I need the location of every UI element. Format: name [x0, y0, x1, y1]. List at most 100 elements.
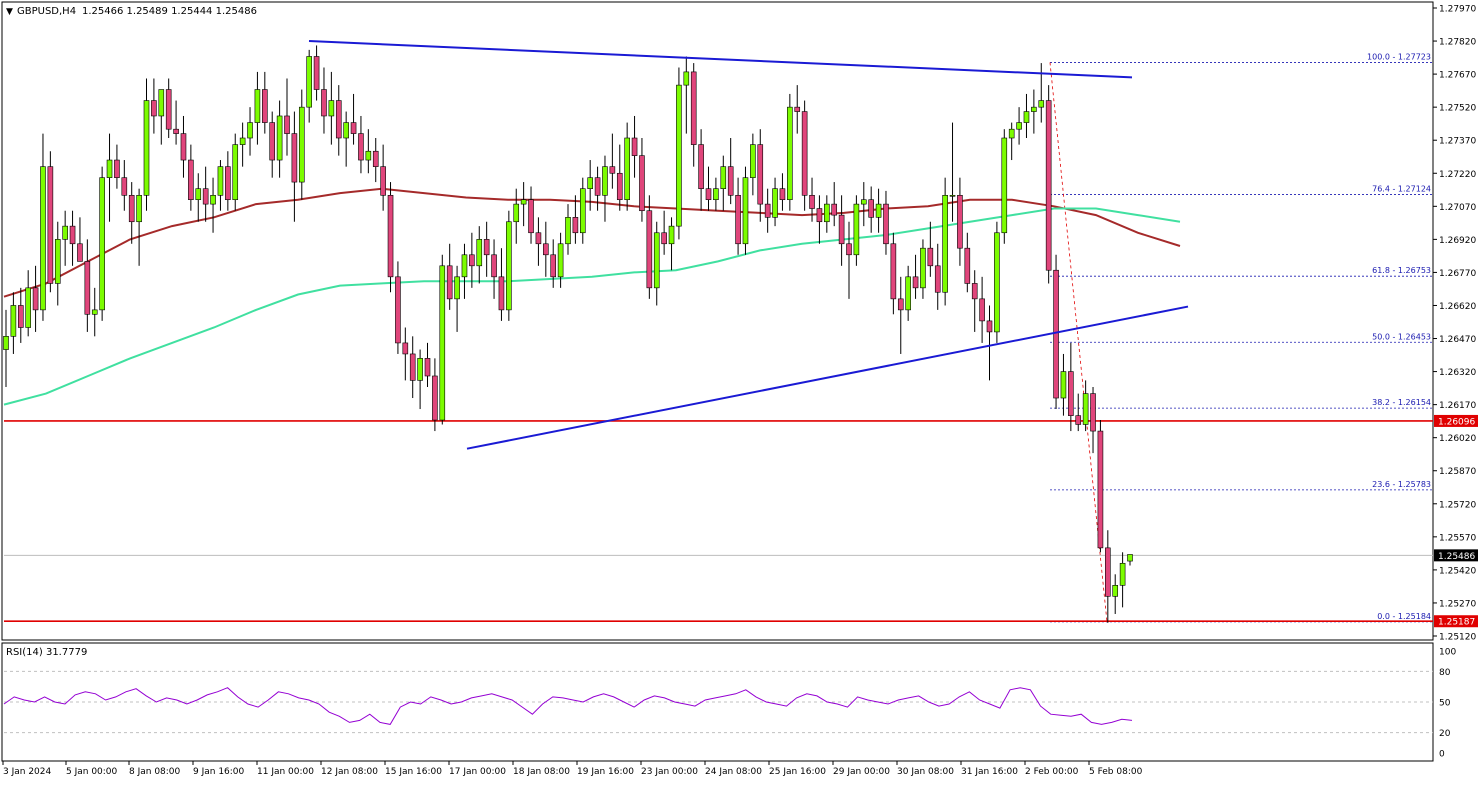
- price-tick-label: 1.26770: [1439, 269, 1476, 279]
- candle-body: [676, 84, 682, 227]
- candle-body: [690, 71, 697, 145]
- candle-body: [506, 221, 512, 311]
- candle-body: [1008, 128, 1015, 139]
- candle-body: [1053, 269, 1059, 399]
- resistance-trendline[interactable]: [308, 40, 1133, 79]
- candle-body: [964, 247, 971, 284]
- candle-body: [291, 133, 298, 183]
- time-tick-label: 15 Jan 16:00: [385, 767, 442, 777]
- time-tick-label: 17 Jan 00:00: [449, 767, 506, 777]
- candle-body: [1097, 430, 1104, 549]
- candle-body: [3, 336, 9, 350]
- candle-body: [84, 261, 91, 315]
- candle-body: [920, 247, 926, 289]
- support-low-box: [1434, 615, 1478, 628]
- fibonacci-retracement[interactable]: 100.0 - 1.27723 76.4 - 1.27124 61.8 - 1.26…: [1049, 52, 1433, 623]
- candle-body: [476, 239, 483, 267]
- candle-body: [69, 225, 76, 245]
- candle-body: [180, 133, 187, 161]
- candlesticks: [3, 45, 1133, 623]
- candle-body: [875, 203, 882, 218]
- candle-body: [860, 199, 867, 205]
- candle-body: [1075, 415, 1082, 425]
- price-tick-label: 1.27970: [1439, 5, 1476, 15]
- candle-body: [239, 137, 246, 145]
- time-tick-label: 24 Jan 08:00: [705, 767, 762, 777]
- candle-body: [624, 137, 630, 201]
- ma-slow-line: [3, 187, 1181, 298]
- candle-body: [587, 177, 593, 189]
- time-tick-label: 18 Jan 08:00: [513, 767, 570, 777]
- candle-body: [779, 188, 786, 201]
- time-tick-label: 5 Feb 08:00: [1089, 767, 1143, 777]
- candle-body: [942, 194, 948, 293]
- candle-body: [653, 232, 660, 289]
- candle-body: [424, 358, 431, 377]
- price-tick-label: 1.26020: [1439, 434, 1476, 444]
- candle-body: [498, 276, 505, 311]
- candle-body: [387, 194, 394, 278]
- candle-body: [602, 166, 608, 196]
- candle-body: [343, 122, 349, 139]
- fib-diagonal-line[interactable]: [1049, 62, 1108, 622]
- candle-body: [1082, 393, 1089, 425]
- candle-body: [25, 287, 31, 328]
- candle-body: [1038, 100, 1045, 108]
- candle-body: [298, 106, 305, 183]
- candle-body: [698, 144, 704, 189]
- time-tick-label: 30 Jan 08:00: [897, 767, 954, 777]
- candle-body: [328, 100, 335, 117]
- support-high-label: 1.26096: [1438, 417, 1475, 427]
- candle-body: [365, 150, 372, 161]
- support-trendline[interactable]: [466, 305, 1189, 450]
- candle-body: [173, 128, 179, 134]
- rsi-label: RSI(14) 31.7779: [6, 647, 87, 658]
- rsi-line: [3, 687, 1133, 725]
- candle-body: [646, 210, 653, 289]
- candle-body: [232, 144, 239, 201]
- price-tick-label: 1.25270: [1439, 599, 1476, 609]
- candle-body: [616, 172, 623, 201]
- candle-body: [106, 159, 113, 178]
- price-axis[interactable]: 1.27970 1.27820 1.27670 1.27520 1.27370 1.272…: [1433, 5, 1478, 643]
- time-tick-label: 25 Jan 16:00: [769, 767, 826, 777]
- candle-body: [609, 166, 616, 174]
- support-high-box: [1434, 414, 1478, 427]
- rsi-indicator: 100 80 50 20 0: [3, 648, 1456, 760]
- candle-body: [713, 188, 719, 201]
- symbol-label: GBPUSD,H4: [17, 6, 76, 17]
- candle-body: [158, 89, 165, 117]
- candle-body: [99, 177, 105, 311]
- candle-body: [905, 276, 911, 311]
- moving-averages: [3, 187, 1181, 406]
- support-lines[interactable]: [4, 420, 1433, 623]
- candle-body: [971, 283, 978, 300]
- candle-body: [846, 243, 852, 256]
- price-tick-label: 1.25420: [1439, 566, 1476, 576]
- candle-body: [801, 111, 808, 196]
- candle-body: [165, 89, 172, 130]
- candle-body: [934, 265, 941, 293]
- candle-body: [77, 243, 83, 262]
- candle-body: [395, 276, 401, 344]
- candle-body: [868, 199, 874, 218]
- candle-body: [528, 199, 534, 234]
- trendlines[interactable]: [308, 40, 1189, 450]
- price-tick-label: 1.25120: [1439, 633, 1476, 643]
- candle-body: [853, 203, 860, 256]
- candle-body: [210, 194, 216, 205]
- candle-body: [409, 353, 416, 381]
- candle-body: [535, 232, 542, 245]
- candle-body: [979, 298, 985, 322]
- header-arrow-icon[interactable]: ▼: [6, 7, 13, 17]
- candle-body: [1031, 106, 1037, 112]
- candle-body: [1105, 547, 1111, 597]
- candle-body: [91, 309, 98, 315]
- candle-body: [727, 166, 734, 196]
- price-tick-label: 1.25870: [1439, 467, 1476, 477]
- candle-body: [883, 203, 889, 245]
- candle-body: [446, 265, 453, 300]
- main-chart-frame: [1, 1, 1434, 641]
